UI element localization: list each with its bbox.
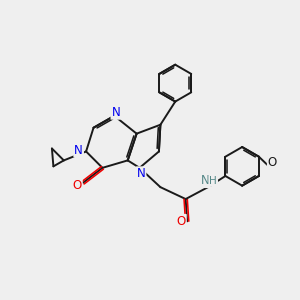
Text: H: H	[209, 176, 217, 186]
Text: O: O	[177, 215, 186, 228]
Text: N: N	[111, 106, 120, 119]
Text: O: O	[73, 179, 82, 192]
Text: N: N	[201, 174, 210, 187]
Text: N: N	[137, 167, 146, 180]
Text: O: O	[268, 156, 277, 169]
Text: N: N	[74, 143, 83, 157]
